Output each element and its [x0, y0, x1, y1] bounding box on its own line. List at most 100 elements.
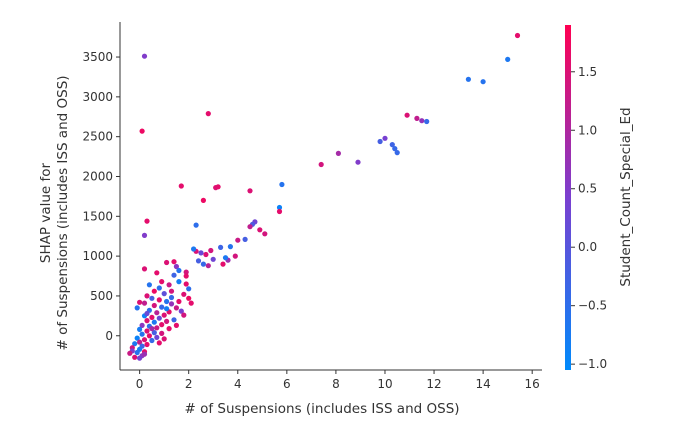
scatter-point: [424, 118, 430, 125]
scatter-point: [276, 208, 283, 215]
scatter-point: [242, 236, 248, 242]
scatter-point: [178, 308, 184, 314]
y-axis-label-line-1: SHAP value for: [38, 162, 54, 263]
scatter-point: [414, 115, 420, 121]
scatter-point: [134, 335, 140, 341]
scatter-point: [156, 285, 162, 291]
scatter-point: [176, 298, 182, 305]
scatter-point: [159, 322, 165, 328]
scatter-point: [203, 251, 209, 258]
y-tick-label: 3000: [82, 90, 113, 104]
x-tick-label: 6: [283, 377, 291, 391]
colorbar-ticks: −1.0 −0.5 0.0 0.5 1.0 1.5: [571, 65, 607, 371]
colorbar-tick-label: −0.5: [578, 299, 607, 313]
scatter-point: [137, 355, 143, 361]
colorbar-label: Student_Count_Special_Ed: [618, 107, 634, 286]
scatter-point: [159, 304, 165, 310]
scatter-point: [141, 351, 148, 357]
scatter-point: [144, 293, 150, 299]
x-tick-label: 12: [426, 377, 441, 391]
scatter-point: [480, 79, 486, 85]
scatter-point: [161, 312, 167, 318]
plot-area: 0 2 4 6 8 10 12 14 16 0 500 1000 1500 2000 2500 3000 350…: [82, 22, 542, 391]
colorbar-tick-label: 0.0: [578, 240, 597, 254]
colorbar: [565, 25, 571, 370]
scatter-point: [168, 294, 175, 301]
scatter-point: [141, 232, 148, 238]
x-tick-label: 2: [185, 377, 193, 391]
x-tick-label: 10: [377, 377, 392, 391]
scatter-point: [186, 295, 192, 301]
scatter-point: [394, 150, 400, 156]
scatter-point: [419, 118, 425, 124]
scatter-point: [171, 317, 177, 323]
scatter-point: [514, 32, 521, 39]
scatter-point: [156, 340, 162, 346]
scatter-point: [173, 322, 179, 328]
scatter-point: [164, 259, 170, 266]
scatter-point: [389, 142, 395, 148]
x-tick-label: 8: [332, 377, 340, 391]
scatter-point: [232, 253, 238, 259]
scatter-point: [137, 299, 143, 305]
scatter-point: [149, 314, 155, 320]
scatter-point: [139, 322, 145, 328]
scatter-point: [171, 272, 177, 278]
scatter-point: [247, 224, 253, 230]
scatter-point: [166, 326, 172, 332]
scatter-point: [215, 184, 221, 190]
scatter-point: [181, 312, 187, 318]
scatter-point: [164, 318, 170, 324]
scatter-point: [262, 231, 268, 237]
scatter-point: [168, 288, 175, 294]
scatter-point: [127, 350, 133, 356]
scatter-point: [178, 183, 184, 189]
scatter-point: [146, 282, 152, 288]
y-tick-label: 3500: [82, 50, 113, 64]
y-axis-label-line-2: # of Suspensions (includes ISS and OSS): [55, 75, 71, 350]
scatter-point: [208, 247, 214, 254]
scatter-point: [151, 288, 157, 294]
y-tick-label: 2000: [82, 169, 113, 183]
scatter-point: [149, 295, 155, 301]
y-tick-label: 1000: [82, 249, 113, 263]
scatter-point: [335, 150, 341, 156]
scatter-point: [222, 255, 229, 261]
scatter-point: [161, 336, 167, 342]
scatter-point: [355, 159, 361, 165]
scatter-point: [141, 266, 148, 272]
scatter-point: [134, 305, 140, 311]
scatter-point: [134, 349, 140, 356]
scatter-point: [159, 330, 165, 336]
scatter-point: [183, 281, 189, 287]
scatter-point: [173, 263, 179, 270]
x-tick-label: 16: [525, 377, 540, 391]
scatter-point: [188, 300, 194, 306]
scatter-point: [205, 263, 211, 269]
scatter-point: [137, 326, 143, 332]
scatter-point: [404, 112, 410, 118]
y-tick-label: 1500: [82, 209, 113, 223]
scatter-point: [505, 56, 511, 63]
scatter-point: [132, 354, 138, 360]
scatter-point: [218, 244, 224, 250]
scatter-point: [227, 244, 233, 250]
scatter-point: [200, 261, 206, 267]
colorbar-tick-label: 1.0: [578, 123, 597, 137]
colorbar-tick-label: −1.0: [578, 357, 607, 371]
scatter-point: [279, 181, 285, 188]
scatter-point: [141, 300, 148, 306]
x-tick-label: 4: [234, 377, 242, 391]
scatter-point: [205, 111, 211, 117]
scatter-point: [318, 161, 324, 168]
scatter-point: [139, 128, 145, 134]
scatter-point: [210, 256, 216, 262]
scatter-point: [191, 246, 197, 252]
scatter-point: [377, 138, 383, 145]
scatter-point: [154, 310, 160, 316]
scatter-point: [183, 273, 189, 279]
scatter-point: [276, 204, 283, 211]
scatter-point: [156, 297, 162, 303]
y-tick-label: 0: [105, 329, 113, 343]
